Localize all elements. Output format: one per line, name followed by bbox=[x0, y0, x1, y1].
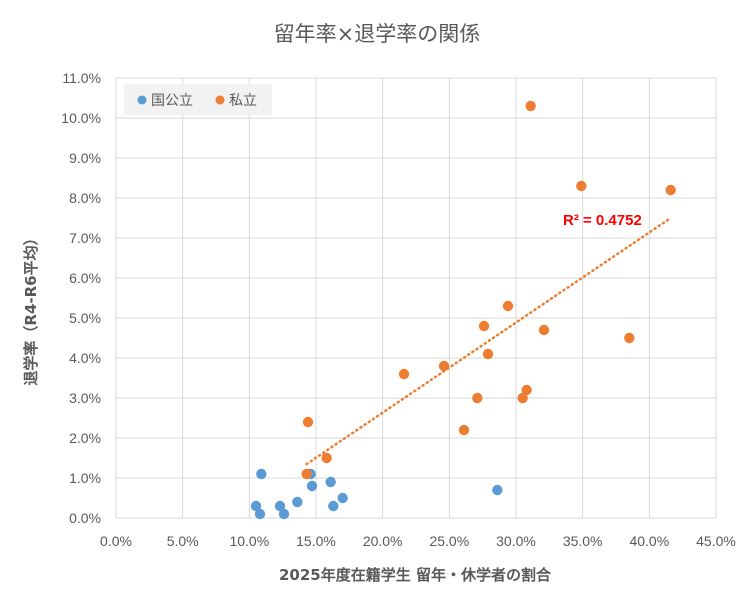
data-point-national-public bbox=[337, 492, 348, 504]
y-axis-title: 退学率（R4-R6平均） bbox=[22, 230, 40, 385]
data-point-national-public bbox=[256, 468, 267, 480]
x-tick-label: 35.0% bbox=[563, 533, 603, 549]
data-point-private bbox=[301, 468, 312, 480]
data-point-private bbox=[665, 184, 676, 196]
data-point-national-public bbox=[328, 500, 339, 512]
trendline bbox=[305, 216, 672, 466]
data-point-private bbox=[472, 392, 483, 404]
x-tick-label: 40.0% bbox=[629, 533, 669, 549]
data-point-private bbox=[538, 324, 550, 336]
y-tick-label: 7.0% bbox=[69, 230, 101, 246]
data-point-private bbox=[458, 424, 470, 436]
data-point-private bbox=[438, 360, 450, 372]
chart-title: 留年率×退学率の関係 bbox=[274, 22, 481, 46]
y-tick-label: 9.0% bbox=[69, 150, 101, 166]
data-points bbox=[250, 100, 676, 520]
x-tick-label: 45.0% bbox=[696, 533, 736, 549]
legend: 国公立 私立 bbox=[124, 84, 272, 115]
y-tick-label: 4.0% bbox=[69, 350, 101, 366]
data-point-private bbox=[525, 100, 536, 112]
data-point-private bbox=[321, 452, 332, 464]
x-tick-label: 10.0% bbox=[229, 533, 269, 549]
legend-marker-private bbox=[215, 95, 225, 105]
data-point-national-public bbox=[254, 508, 266, 520]
y-tick-label: 2.0% bbox=[69, 430, 101, 446]
data-point-national-public bbox=[278, 508, 290, 520]
x-tick-label: 20.0% bbox=[363, 533, 403, 549]
x-tick-label: 30.0% bbox=[496, 533, 536, 549]
data-point-private bbox=[576, 180, 587, 192]
data-point-national-public bbox=[306, 480, 318, 492]
legend-label-private: 私立 bbox=[229, 93, 257, 109]
y-tick-label: 3.0% bbox=[69, 390, 101, 406]
data-point-national-public bbox=[274, 500, 286, 512]
data-point-private bbox=[517, 392, 528, 404]
gridlines bbox=[115, 77, 717, 519]
y-tick-label: 5.0% bbox=[69, 310, 101, 326]
x-axis-title: 2025年度在籍学生 留年・休学者の割合 bbox=[279, 566, 552, 584]
y-tick-label: 1.0% bbox=[69, 470, 101, 486]
x-tick-label: 5.0% bbox=[167, 533, 199, 549]
data-point-private bbox=[302, 416, 314, 428]
legend-marker-national-public bbox=[137, 95, 147, 105]
data-point-national-public bbox=[492, 484, 503, 496]
data-point-private bbox=[478, 320, 490, 332]
x-tick-label: 15.0% bbox=[296, 533, 336, 549]
y-tick-label: 11.0% bbox=[62, 70, 101, 86]
x-axis-tick-labels: 0.0% 5.0% 10.0% 15.0% 20.0% 25.0% 30.0% 35.0% 40… bbox=[100, 533, 736, 549]
y-tick-label: 6.0% bbox=[69, 270, 101, 286]
legend-label-national-public: 国公立 bbox=[151, 93, 193, 109]
x-tick-label: 25.0% bbox=[429, 533, 469, 549]
trendline-private bbox=[305, 216, 672, 466]
x-tick-label: 0.0% bbox=[100, 533, 132, 549]
data-point-private bbox=[482, 348, 494, 360]
legend-box bbox=[124, 84, 272, 115]
data-point-national-public bbox=[292, 496, 303, 508]
r-squared-label: R² = 0.4752 bbox=[563, 212, 642, 229]
data-point-private bbox=[398, 368, 410, 380]
y-axis-tick-labels: 0.0% 1.0% 2.0% 3.0% 4.0% 5.0% 6.0% 7.0% 8.0% 9.0%… bbox=[61, 70, 101, 526]
y-tick-label: 0.0% bbox=[69, 510, 101, 526]
data-point-private bbox=[521, 384, 532, 396]
data-point-private bbox=[624, 332, 635, 344]
data-point-private bbox=[502, 300, 514, 312]
data-point-national-public bbox=[250, 500, 262, 512]
data-point-national-public bbox=[325, 476, 336, 488]
y-tick-label: 8.0% bbox=[69, 190, 101, 206]
y-tick-label: 10.0% bbox=[61, 110, 101, 126]
